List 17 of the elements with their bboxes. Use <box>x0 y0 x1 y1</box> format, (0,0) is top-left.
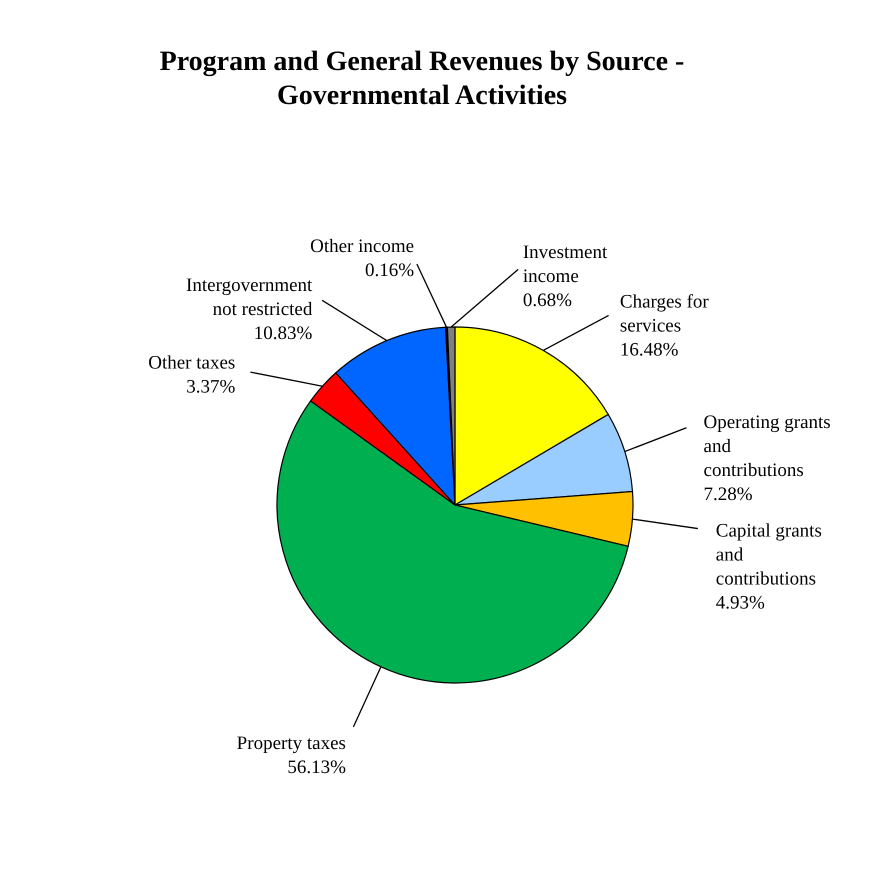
data-label: 16.48% <box>620 339 679 360</box>
data-label: 56.13% <box>287 757 346 778</box>
data-label: 0.16% <box>364 260 414 282</box>
slice-label: Capital grants and contributions <box>716 520 822 590</box>
slice-label: Charges for services <box>620 291 710 336</box>
data-label: 3.37% <box>186 376 236 398</box>
slice-label: Intergovernment not restricted <box>186 275 314 320</box>
data-label: 10.83% <box>254 323 313 344</box>
data-label: 0.68% <box>522 290 572 311</box>
data-label: 7.28% <box>704 484 753 506</box>
slice-label: Other taxes <box>148 352 236 374</box>
slice-label: Operating grants and contributions <box>704 412 831 482</box>
slice-label: Other income <box>310 236 414 258</box>
data-label: 4.93% <box>716 592 766 614</box>
chart-title: Program and General Revenues by Source - Governmental Activities <box>160 46 684 111</box>
slice-label: Investment income <box>522 242 608 287</box>
slice-label: Property taxes <box>236 733 346 754</box>
